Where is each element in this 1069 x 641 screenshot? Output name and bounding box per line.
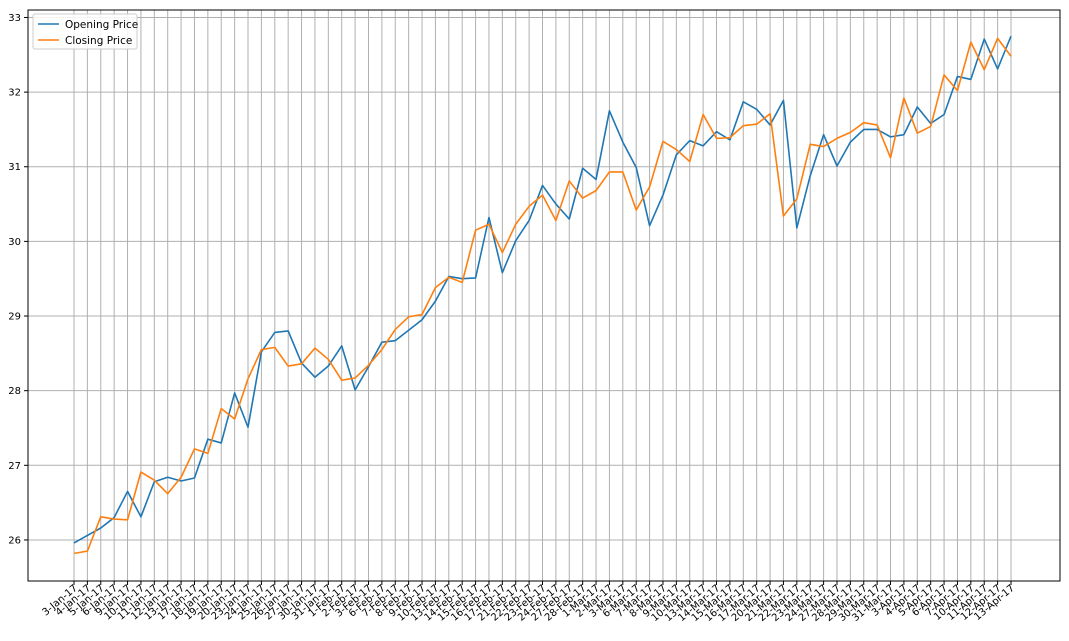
legend: Opening Price Closing Price <box>32 13 138 50</box>
y-tick-label: 31 <box>8 162 21 173</box>
y-tick-label: 33 <box>8 13 21 24</box>
series-line-closing-price <box>73 37 1012 555</box>
y-tick-label: 28 <box>8 386 21 397</box>
y-tick-label: 27 <box>8 461 21 472</box>
y-tick-label: 29 <box>8 312 21 323</box>
y-tick-label: 30 <box>8 237 21 248</box>
grid-lines <box>28 10 1060 581</box>
y-tick-label: 32 <box>8 88 21 99</box>
series-line-opening-price <box>73 35 1012 544</box>
legend-label-opening: Opening Price <box>65 19 138 31</box>
y-axis: 26 27 28 29 30 31 32 33 <box>8 13 28 546</box>
series-lines <box>73 35 1012 555</box>
plot-area-frame <box>27 9 1061 582</box>
legend-label-closing: Closing Price <box>65 35 132 47</box>
x-axis: 3-Jan-174-Jan-175-Jan-176-Jan-179-Jan-17… <box>40 581 1017 624</box>
y-tick-label: 26 <box>8 535 21 546</box>
